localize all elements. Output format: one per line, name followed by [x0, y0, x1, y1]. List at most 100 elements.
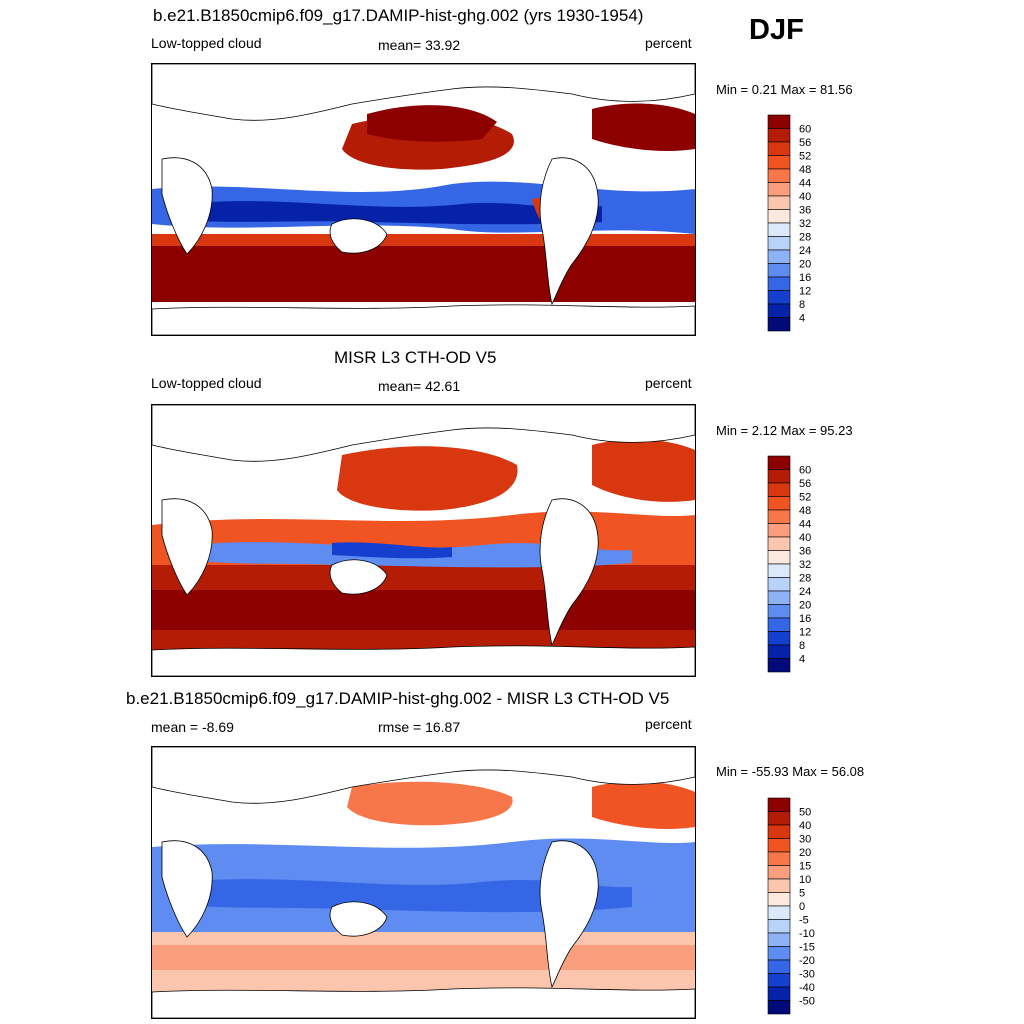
colorbar-tick-label: 44 — [799, 178, 811, 190]
panel-2-units-label: percent — [645, 375, 692, 391]
colorbar-swatch — [767, 550, 791, 565]
colorbar-tick-label: 32 — [799, 218, 811, 230]
colorbar-tick-label: 4 — [799, 654, 805, 666]
colorbar-tick-label: 50 — [799, 807, 811, 819]
tropical-low-cloud-core — [332, 542, 452, 559]
colorbar-swatch — [767, 263, 791, 278]
colorbar-swatch — [767, 455, 791, 470]
colorbar-swatch — [767, 973, 791, 988]
colorbar-swatch — [767, 303, 791, 318]
colorbar-tick-label: -20 — [799, 955, 815, 967]
colorbar-swatch — [767, 141, 791, 156]
colorbar-swatch — [767, 128, 791, 143]
colorbar-tick-label: 4 — [799, 313, 805, 325]
panel-1-map — [151, 63, 696, 336]
colorbar-tick-label: 60 — [799, 465, 811, 477]
colorbar-tick-label: 56 — [799, 478, 811, 490]
colorbar-tick-label: 12 — [799, 286, 811, 298]
colorbar-swatch — [767, 509, 791, 524]
panel-2-mean-label: mean= 42.61 — [378, 378, 461, 394]
season-label: DJF — [749, 14, 804, 46]
colorbar-tick-label: 8 — [799, 640, 805, 652]
continent-outline-australia — [329, 559, 388, 595]
panel-2-colorbar: 60 56 52 48 44 40 36 32 28 24 20 16 12 8 4 — [767, 455, 848, 673]
continent-outline-australia — [329, 218, 388, 254]
colorbar-tick-label: 48 — [799, 505, 811, 517]
colorbar-swatch — [767, 797, 791, 812]
colorbar-tick-label: 8 — [799, 299, 805, 311]
colorbar-tick-label: 12 — [799, 627, 811, 639]
continent-outline-eurasia — [152, 747, 695, 804]
colorbar-tick-label: 24 — [799, 586, 811, 598]
colorbar-tick-label: -50 — [799, 996, 815, 1008]
continent-outline-australia — [329, 901, 388, 937]
panel-2-minmax-label: Min = 2.12 Max = 95.23 — [716, 423, 853, 438]
colorbar-swatch — [767, 865, 791, 880]
panel-3-units-label: percent — [645, 716, 692, 732]
colorbar-swatch — [767, 236, 791, 251]
continent-outline-africa — [161, 498, 213, 596]
colorbar-tick-label: 56 — [799, 137, 811, 149]
colorbar-tick-label: 20 — [799, 259, 811, 271]
colorbar-swatch — [767, 290, 791, 305]
colorbar-tick-label: 40 — [799, 191, 811, 203]
colorbar-swatch — [767, 168, 791, 183]
colorbar-swatch — [767, 496, 791, 511]
colorbar-swatch — [767, 222, 791, 237]
continent-outline-africa — [161, 157, 213, 255]
colorbar-tick-label: 10 — [799, 874, 811, 886]
colorbar-tick-label: -5 — [799, 915, 809, 927]
continent-outline-antarctica — [152, 645, 695, 676]
colorbar-tick-label: 32 — [799, 559, 811, 571]
southern-ocean-band — [152, 244, 695, 302]
colorbar-swatch — [767, 644, 791, 659]
colorbar-swatch — [767, 604, 791, 619]
colorbar-swatch — [767, 919, 791, 934]
colorbar-tick-label: 60 — [799, 124, 811, 136]
panel-1-units-label: percent — [645, 35, 692, 51]
colorbar-swatch — [767, 317, 791, 332]
southern-ocean-core — [152, 590, 695, 630]
colorbar-tick-label: -40 — [799, 982, 815, 994]
colorbar-tick-label: 44 — [799, 519, 811, 531]
colorbar-swatch — [767, 892, 791, 907]
panel-1-title: b.e21.B1850cmip6.f09_g17.DAMIP-hist-ghg.… — [153, 6, 644, 25]
colorbar-swatch — [767, 617, 791, 632]
colorbar-swatch — [767, 631, 791, 646]
colorbar-swatch — [767, 932, 791, 947]
colorbar-swatch — [767, 986, 791, 1001]
panel-1-minmax-label: Min = 0.21 Max = 81.56 — [716, 82, 853, 97]
colorbar-swatch — [767, 851, 791, 866]
tropical-bias-core — [182, 879, 632, 913]
colorbar-swatch — [767, 946, 791, 961]
continent-outline-eurasia — [152, 64, 695, 121]
colorbar-tick-label: 28 — [799, 232, 811, 244]
colorbar-swatch — [767, 249, 791, 264]
colorbar-tick-label: 40 — [799, 532, 811, 544]
colorbar-tick-label: 20 — [799, 600, 811, 612]
colorbar-tick-label: -15 — [799, 942, 815, 954]
colorbar-tick-label: 16 — [799, 272, 811, 284]
panel-2-title: MISR L3 CTH-OD V5 — [334, 348, 497, 367]
colorbar-swatch — [767, 1000, 791, 1015]
north-atlantic-cloud-core — [592, 103, 695, 151]
panel-1-colorbar: 60 56 52 48 44 40 36 32 28 24 20 16 12 8 4 — [767, 114, 848, 332]
colorbar-tick-label: 48 — [799, 164, 811, 176]
colorbar-tick-label: 28 — [799, 573, 811, 585]
colorbar-swatch — [767, 577, 791, 592]
colorbar-swatch — [767, 523, 791, 538]
colorbar-swatch — [767, 209, 791, 224]
north-atlantic-bias — [592, 781, 695, 829]
panel-1-variable-label: Low-topped cloud — [151, 35, 262, 51]
colorbar-swatch — [767, 905, 791, 920]
north-pacific-cloud-core — [367, 105, 497, 142]
colorbar-tick-label: 5 — [799, 888, 805, 900]
tropical-low-cloud-core — [182, 201, 602, 225]
colorbar-tick-label: 30 — [799, 834, 811, 846]
colorbar-tick-label: 52 — [799, 492, 811, 504]
continent-outline-americas — [539, 840, 599, 989]
north-pacific-cloud-field — [337, 446, 518, 511]
